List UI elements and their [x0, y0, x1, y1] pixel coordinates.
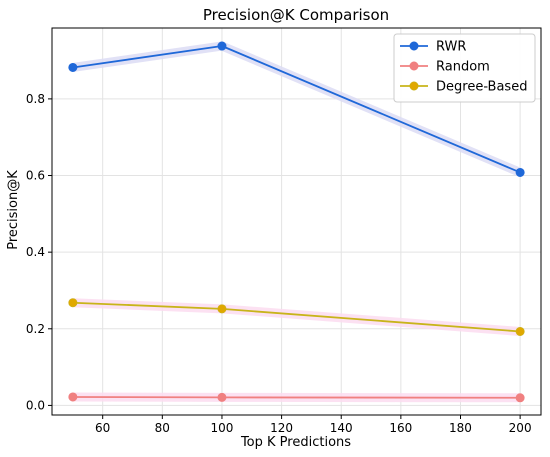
y-tick-label: 0.6 [26, 169, 45, 183]
y-axis-title: Precision@K [6, 170, 21, 250]
data-point-degree-based [68, 298, 78, 308]
y-axis-ticks: 0.0 0.2 0.4 0.6 0.8 [26, 92, 52, 412]
x-tick-label: 200 [509, 421, 532, 435]
x-axis-title: Top K Predictions [240, 435, 351, 450]
legend-label-rwr: RWR [436, 40, 466, 55]
legend-label-random: Random [436, 60, 490, 75]
x-tick-label: 100 [211, 421, 234, 435]
data-point-random [217, 392, 227, 402]
plot-frame [51, 27, 542, 416]
legend-marker-random [409, 61, 419, 71]
data-point-degree-based [217, 304, 227, 314]
x-tick-label: 140 [330, 421, 353, 435]
y-tick-label: 0.4 [26, 245, 45, 259]
data-point-rwr [217, 41, 227, 51]
series-line-random [72, 396, 521, 399]
y-tick-label: 0.8 [26, 92, 45, 106]
x-tick-label: 80 [155, 421, 170, 435]
data-point-rwr [515, 167, 525, 177]
legend-marker-degree-based [409, 81, 419, 91]
x-tick-label: 120 [270, 421, 293, 435]
legend-label-degree-based: Degree-Based [436, 80, 527, 95]
legend-marker-rwr [409, 41, 419, 51]
y-tick-label: 0.2 [26, 322, 45, 336]
x-tick-label: 160 [389, 421, 412, 435]
legend-box [393, 33, 536, 103]
data-point-random [515, 393, 525, 403]
x-axis-ticks: 60 80 100 120 140 160 180 200 [95, 415, 532, 435]
data-point-random [68, 392, 78, 402]
y-tick-label: 0.0 [26, 398, 45, 412]
data-point-rwr [68, 62, 78, 72]
series-lines [68, 41, 525, 403]
chart-title: Precision@K Comparison [203, 6, 389, 24]
legend: RWR Random Degree-Based [393, 33, 536, 103]
data-point-degree-based [515, 326, 525, 336]
x-tick-label: 60 [95, 421, 110, 435]
x-tick-label: 180 [449, 421, 472, 435]
